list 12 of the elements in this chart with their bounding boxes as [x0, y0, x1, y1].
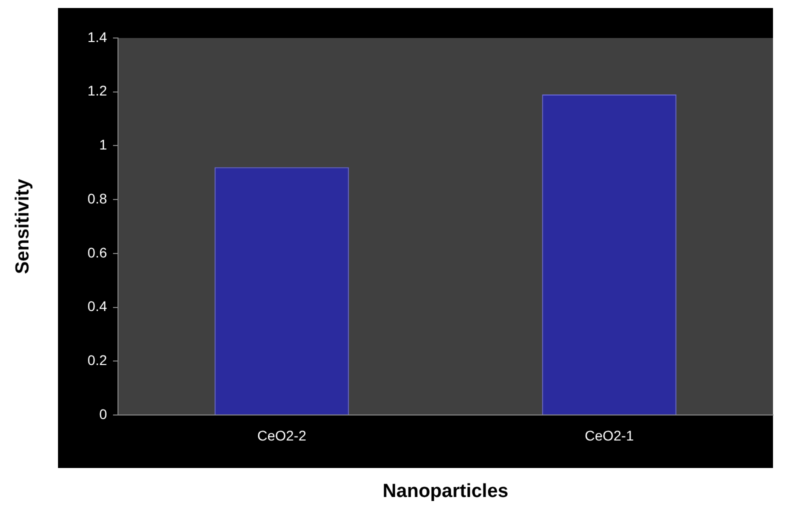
- y-tick-label: 1.2: [88, 82, 108, 99]
- y-axis-title: Sensitivity: [12, 178, 34, 274]
- y-tick-label: 0.4: [88, 298, 108, 314]
- y-tick-label: 0: [99, 406, 108, 422]
- x-tick-label: CeO2-2: [257, 427, 306, 444]
- y-tick-label: 0.6: [88, 244, 108, 260]
- y-tick-label: 0.2: [88, 352, 108, 368]
- y-tick-label: 0.8: [88, 190, 108, 206]
- x-axis-title: Nanoparticles: [382, 480, 508, 502]
- y-tick-label: 1.4: [88, 28, 108, 45]
- y-tick-label: 1: [99, 136, 108, 153]
- x-tick-label: CeO2-1: [584, 427, 634, 444]
